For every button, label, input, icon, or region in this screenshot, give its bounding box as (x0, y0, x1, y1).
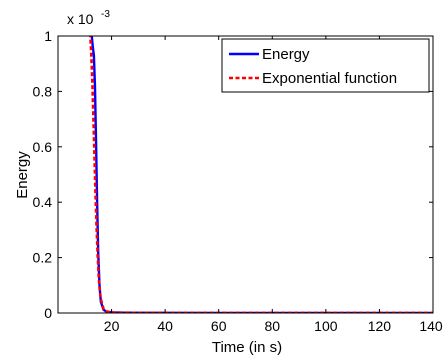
y-tick-label: 1 (44, 28, 52, 44)
axes-box (57, 35, 434, 314)
y-tick-label: 0.2 (33, 250, 53, 266)
x-tick-label: 60 (211, 318, 227, 334)
y-tick-label: 0.4 (33, 194, 53, 210)
y-axis-title: Energy (14, 151, 31, 199)
x-tick-label: 120 (368, 318, 392, 334)
x-tick-label: 20 (104, 318, 120, 334)
legend-label-exponential-function: Exponential function (262, 70, 397, 87)
axes-layer (57, 35, 434, 314)
legend-label-energy: Energy (262, 46, 310, 63)
y-tick-label: 0.8 (33, 83, 53, 99)
x-tick-label: 40 (157, 318, 173, 334)
y-exponent-label: x 10 -3 (67, 9, 110, 27)
x-tick-label: 100 (314, 318, 338, 334)
y-tick-label: 0.6 (33, 139, 53, 155)
y-exponent-base: x 10 (67, 11, 94, 27)
x-tick-label: 80 (264, 318, 280, 334)
y-tick-label: 0 (44, 305, 52, 321)
ticks-layer: 20 40 60 80 100 120 140 0 0.2 0.4 0.6 0.8 1 (33, 28, 443, 334)
x-axis-title: Time (in s) (212, 339, 282, 356)
x-tick-label: 140 (419, 318, 443, 334)
legend-box (221, 38, 430, 93)
legend: Energy Exponential function (221, 38, 430, 93)
y-exponent-power: -3 (101, 9, 110, 20)
